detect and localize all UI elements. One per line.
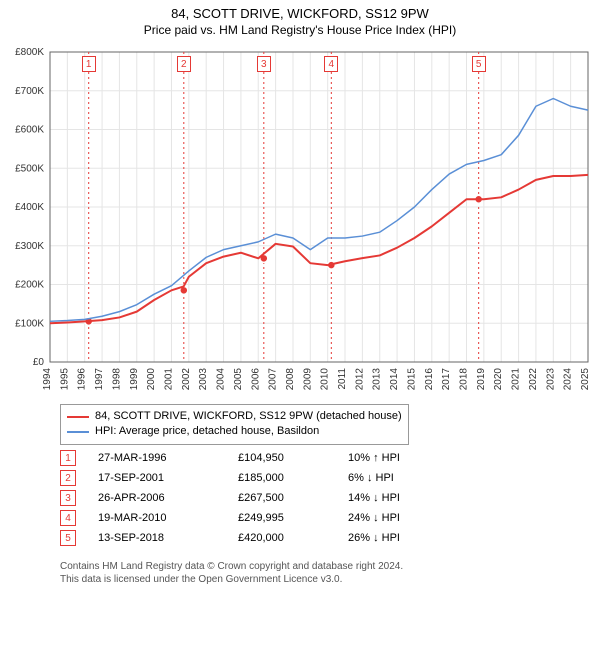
svg-text:£800K: £800K [15,47,44,58]
svg-text:2009: 2009 [302,368,313,391]
svg-text:2021: 2021 [511,368,522,391]
sale-date: 26-APR-2006 [98,492,238,504]
sale-price: £185,000 [238,472,348,484]
svg-text:£200K: £200K [15,280,44,291]
svg-text:1995: 1995 [59,368,70,391]
sale-marker: 1 [82,56,96,72]
sale-date: 27-MAR-1996 [98,452,238,464]
svg-text:1999: 1999 [129,368,140,391]
table-row: 3 26-APR-2006£267,50014% ↓ HPI [60,488,438,508]
legend-swatch [67,416,89,418]
table-row: 5 13-SEP-2018£420,00026% ↓ HPI [60,528,438,548]
sale-number: 4 [60,510,76,526]
legend-swatch [67,431,89,433]
svg-text:2018: 2018 [459,368,470,391]
svg-text:2016: 2016 [424,368,435,391]
sale-price: £267,500 [238,492,348,504]
svg-text:£300K: £300K [15,241,44,252]
svg-text:2020: 2020 [493,368,504,391]
footer-line1: Contains HM Land Registry data © Crown c… [60,560,403,573]
svg-text:2024: 2024 [563,368,574,391]
footer-line2: This data is licensed under the Open Gov… [60,573,403,586]
sale-date: 13-SEP-2018 [98,532,238,544]
svg-text:2011: 2011 [337,368,348,390]
sale-pct: 6% ↓ HPI [348,472,438,484]
svg-text:£600K: £600K [15,125,44,136]
table-row: 1 27-MAR-1996£104,95010% ↑ HPI [60,448,438,468]
svg-text:2003: 2003 [198,368,209,391]
svg-text:2014: 2014 [389,368,400,391]
sale-pct: 14% ↓ HPI [348,492,438,504]
table-row: 4 19-MAR-2010£249,99524% ↓ HPI [60,508,438,528]
sale-price: £249,995 [238,512,348,524]
svg-text:2010: 2010 [320,368,331,391]
svg-text:1996: 1996 [77,368,88,391]
sale-marker: 3 [257,56,271,72]
sale-pct: 24% ↓ HPI [348,512,438,524]
svg-text:£0: £0 [33,357,45,368]
sale-number: 3 [60,490,76,506]
sale-number: 1 [60,450,76,466]
svg-text:£100K: £100K [15,318,44,329]
sale-date: 19-MAR-2010 [98,512,238,524]
svg-text:1994: 1994 [42,368,53,391]
sales-table: 1 27-MAR-1996£104,95010% ↑ HPI 2 17-SEP-200… [60,448,438,548]
svg-text:2017: 2017 [441,368,452,391]
legend-label: 84, SCOTT DRIVE, WICKFORD, SS12 9PW (det… [95,409,402,424]
svg-text:2025: 2025 [580,368,591,391]
svg-text:2013: 2013 [372,368,383,391]
table-row: 2 17-SEP-2001£185,0006% ↓ HPI [60,468,438,488]
svg-text:2007: 2007 [268,368,279,391]
svg-text:2023: 2023 [545,368,556,391]
sale-number: 2 [60,470,76,486]
svg-text:2004: 2004 [216,368,227,391]
legend-label: HPI: Average price, detached house, Basi… [95,424,319,439]
sale-pct: 26% ↓ HPI [348,532,438,544]
svg-text:£500K: £500K [15,163,44,174]
sale-marker: 5 [472,56,486,72]
svg-text:£400K: £400K [15,202,44,213]
svg-text:2005: 2005 [233,368,244,391]
svg-text:2015: 2015 [406,368,417,391]
sale-date: 17-SEP-2001 [98,472,238,484]
legend-row: 84, SCOTT DRIVE, WICKFORD, SS12 9PW (det… [67,409,402,424]
svg-text:2000: 2000 [146,368,157,391]
sale-marker: 2 [177,56,191,72]
sale-number: 5 [60,530,76,546]
sale-price: £104,950 [238,452,348,464]
footer: Contains HM Land Registry data © Crown c… [60,560,403,586]
svg-text:1998: 1998 [111,368,122,391]
sale-pct: 10% ↑ HPI [348,452,438,464]
svg-text:2001: 2001 [163,368,174,391]
svg-text:2012: 2012 [354,368,365,391]
svg-text:£700K: £700K [15,86,44,97]
svg-text:2006: 2006 [250,368,261,391]
svg-text:1997: 1997 [94,368,105,391]
svg-text:2019: 2019 [476,368,487,391]
svg-text:2008: 2008 [285,368,296,391]
legend-row: HPI: Average price, detached house, Basi… [67,424,402,439]
sale-marker: 4 [324,56,338,72]
legend: 84, SCOTT DRIVE, WICKFORD, SS12 9PW (det… [60,404,409,445]
sale-price: £420,000 [238,532,348,544]
svg-text:2022: 2022 [528,368,539,391]
svg-text:2002: 2002 [181,368,192,391]
